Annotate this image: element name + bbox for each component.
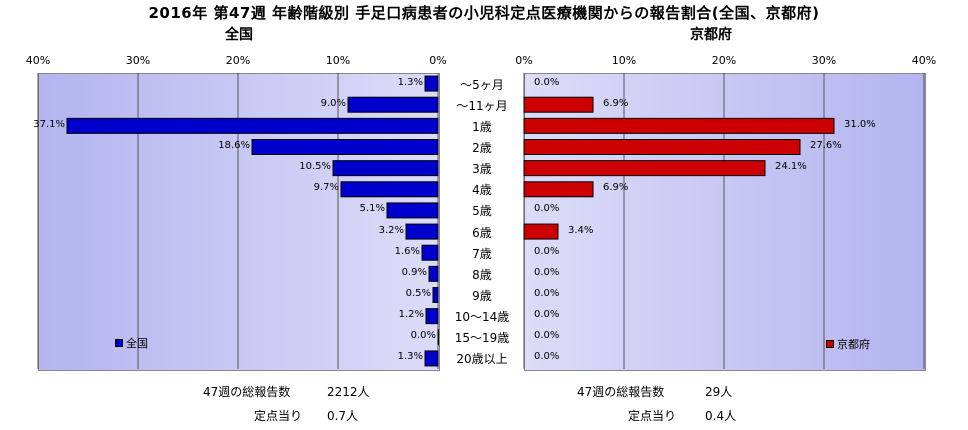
kyoto-value-label: 0.0% bbox=[534, 330, 560, 342]
national-value-label: 1.6% bbox=[394, 245, 420, 257]
national-tick-label: 0% bbox=[429, 54, 447, 67]
national-total-label: 47週の総報告数 bbox=[203, 385, 291, 399]
kyoto-legend: 京都府 bbox=[826, 336, 870, 352]
national-legend-swatch bbox=[115, 339, 123, 347]
national-value-label: 18.6% bbox=[218, 140, 250, 151]
national-tick-label: 40% bbox=[25, 54, 51, 67]
kyoto-value-label: 6.9% bbox=[603, 97, 629, 109]
kyoto-value-label: 3.4% bbox=[568, 224, 594, 236]
national-bar bbox=[425, 308, 439, 325]
national-value-label: 0.0% bbox=[410, 330, 436, 342]
national-bar bbox=[405, 223, 439, 240]
category-label: ～5ヶ月 bbox=[460, 77, 504, 92]
chart-title: 2016年 第47週 年齢階級別 手足口病患者の小児科定点医療機関からの報告割合… bbox=[148, 4, 820, 22]
kyoto-total-label: 47週の総報告数 bbox=[577, 385, 665, 399]
national-bar bbox=[347, 96, 439, 113]
kyoto-value-label: 0.0% bbox=[534, 309, 560, 321]
national-bar bbox=[66, 117, 439, 134]
national-bar bbox=[421, 244, 439, 261]
national-per-label: 定点当り bbox=[254, 409, 303, 423]
category-label: 15～19歳 bbox=[454, 331, 510, 346]
category-label: 8歳 bbox=[472, 267, 492, 282]
national-value-label: 5.1% bbox=[359, 203, 385, 215]
national-bar bbox=[340, 181, 439, 198]
national-value-label: 9.7% bbox=[313, 182, 339, 194]
category-label: 1歳 bbox=[472, 119, 492, 134]
national-bar bbox=[386, 202, 439, 219]
national-value-label: 1.3% bbox=[397, 351, 423, 363]
national-bar bbox=[432, 287, 439, 303]
kyoto-value-label: 0.0% bbox=[534, 288, 560, 299]
national-value-label: 1.3% bbox=[397, 76, 423, 88]
national-total-value: 2212人 bbox=[327, 385, 370, 399]
national-subtitle: 全国 bbox=[225, 27, 253, 43]
kyoto-tick-label: 20% bbox=[711, 54, 737, 67]
kyoto-value-label: 0.0% bbox=[534, 351, 560, 363]
category-label: 7歳 bbox=[472, 246, 492, 261]
kyoto-tick-label: 30% bbox=[811, 54, 837, 67]
national-value-label: 1.2% bbox=[398, 309, 424, 321]
category-label: 10～14歳 bbox=[454, 310, 510, 325]
national-bar bbox=[332, 160, 439, 177]
kyoto-subtitle: 京都府 bbox=[690, 27, 732, 43]
category-label: 9歳 bbox=[472, 289, 492, 303]
national-value-label: 9.0% bbox=[320, 97, 346, 109]
national-value-label: 0.5% bbox=[405, 288, 431, 299]
kyoto-tick-label: 0% bbox=[515, 54, 533, 67]
kyoto-bar bbox=[523, 181, 594, 198]
national-value-label: 3.2% bbox=[378, 224, 404, 236]
category-label: 5歳 bbox=[472, 204, 492, 219]
national-bar bbox=[424, 75, 439, 92]
kyoto-tick-label: 40% bbox=[911, 54, 937, 67]
national-value-label: 37.1% bbox=[33, 118, 65, 130]
kyoto-legend-swatch bbox=[826, 340, 834, 348]
kyoto-bar bbox=[523, 139, 801, 155]
category-label: 6歳 bbox=[472, 225, 492, 240]
kyoto-tick-label: 10% bbox=[611, 54, 637, 67]
category-label: 3歳 bbox=[472, 162, 492, 177]
kyoto-bar bbox=[523, 160, 766, 177]
national-tick-label: 10% bbox=[325, 54, 351, 67]
kyoto-bar bbox=[523, 96, 594, 113]
national-bar bbox=[437, 329, 439, 346]
national-legend-label: 全国 bbox=[126, 337, 148, 350]
national-tick-label: 20% bbox=[225, 54, 251, 67]
national-value-label: 10.5% bbox=[299, 161, 331, 173]
kyoto-total-value: 29人 bbox=[705, 385, 733, 399]
category-label: 4歳 bbox=[472, 183, 492, 198]
kyoto-per-label: 定点当り bbox=[628, 409, 677, 423]
kyoto-value-label: 0.0% bbox=[534, 245, 560, 257]
kyoto-bar bbox=[523, 117, 835, 134]
kyoto-bar bbox=[523, 223, 559, 240]
category-label: 2歳 bbox=[472, 141, 492, 155]
national-legend: 全国 bbox=[115, 335, 148, 351]
national-bar bbox=[424, 350, 439, 367]
kyoto-legend-label: 京都府 bbox=[837, 338, 870, 351]
kyoto-per-value: 0.4人 bbox=[705, 409, 737, 423]
national-bar bbox=[251, 139, 439, 155]
national-bar bbox=[428, 265, 439, 282]
kyoto-value-label: 0.0% bbox=[534, 203, 560, 215]
kyoto-value-label: 27.6% bbox=[810, 140, 842, 151]
category-label: ～11ヶ月 bbox=[456, 98, 508, 113]
kyoto-value-label: 6.9% bbox=[603, 182, 629, 194]
national-value-label: 0.9% bbox=[401, 266, 427, 278]
national-tick-label: 30% bbox=[125, 54, 151, 67]
category-label: 20歳以上 bbox=[456, 352, 508, 367]
kyoto-value-label: 24.1% bbox=[775, 161, 807, 173]
national-per-value: 0.7人 bbox=[327, 409, 359, 423]
kyoto-value-label: 0.0% bbox=[534, 266, 560, 278]
kyoto-value-label: 0.0% bbox=[534, 76, 560, 88]
kyoto-value-label: 31.0% bbox=[844, 118, 876, 130]
